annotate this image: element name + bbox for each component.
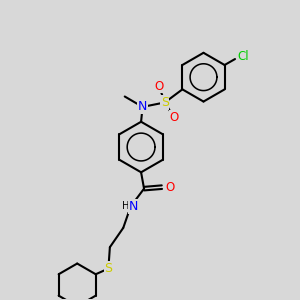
Text: N: N [128, 200, 138, 213]
Text: O: O [169, 111, 178, 124]
Text: Cl: Cl [237, 50, 249, 63]
Text: S: S [161, 96, 169, 109]
Text: S: S [104, 262, 112, 275]
Text: O: O [165, 181, 175, 194]
Text: N: N [138, 100, 147, 113]
Text: O: O [154, 80, 164, 93]
Text: H: H [122, 202, 129, 212]
